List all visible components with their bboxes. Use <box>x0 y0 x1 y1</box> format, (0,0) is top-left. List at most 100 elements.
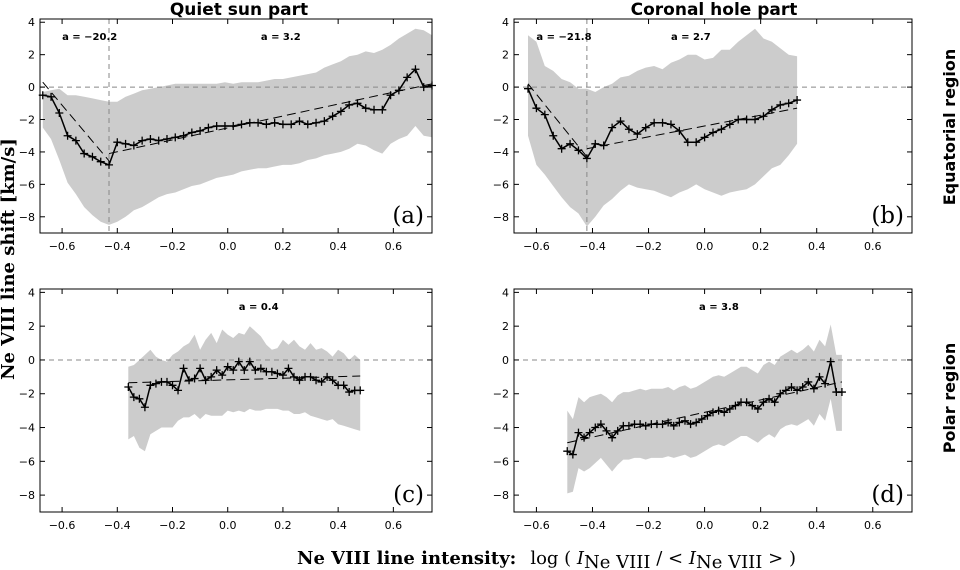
panel-a-x-tick-label: −0.4 <box>104 240 131 253</box>
panel-d-x-tick-label: 0.0 <box>696 519 714 532</box>
panel-b-point <box>700 133 709 142</box>
panel-a-point <box>179 131 188 140</box>
panel-c-point <box>267 367 276 376</box>
panel-d-point <box>608 433 617 442</box>
panel-a-point <box>229 122 238 130</box>
panel-c-point <box>129 393 138 402</box>
panel-b-point <box>524 84 533 93</box>
x-axis-label: Ne VIII line intensity: log ( INe VIII / … <box>297 548 796 570</box>
panel-d-envelope <box>567 324 842 494</box>
panel-d-point <box>658 420 667 429</box>
panel-c-point <box>251 366 260 375</box>
panel-b-point <box>725 120 734 129</box>
panel-b-point <box>683 138 692 147</box>
panel-a-slope-label: a = 3.2 <box>261 32 301 43</box>
panel-d-point <box>591 423 600 432</box>
panel-b-slope-label: a = 2.7 <box>671 32 711 43</box>
panel-c-point <box>135 394 144 403</box>
panel-d-y-tick-label: −4 <box>493 422 509 435</box>
panel-c-y-tick-label: −4 <box>19 422 35 435</box>
panel-b-point <box>717 125 726 134</box>
panel-a-point <box>370 105 379 114</box>
panel-a-frame <box>39 18 433 234</box>
panel-c-point <box>146 381 155 390</box>
panel-a-point <box>419 83 428 92</box>
panel-b-point <box>557 144 566 153</box>
panel-c-y-tick-label: 4 <box>28 286 35 299</box>
panel-d-label: (d) <box>871 482 904 508</box>
column-title-coronal-hole: Coronal hole part <box>631 0 798 20</box>
panel-b-point <box>692 138 701 147</box>
panel-c-point <box>306 372 315 381</box>
panel-d-point <box>742 398 751 407</box>
panel-b-y-tick-label: 0 <box>502 81 509 94</box>
panel-b-x-tick-label: 0.0 <box>696 240 714 253</box>
row-title-polar: Polar region <box>940 343 959 454</box>
panel-c-slope-label: a = 0.4 <box>239 302 279 313</box>
panel-a-point <box>71 136 80 145</box>
panel-c-label: (c) <box>393 482 424 508</box>
panel-a-point <box>254 118 263 127</box>
panels-group: −0.6 −0.4 −0.2 0.0 0.2 0.4 0.6 −8 −6 −4 −2 0 2 4 a = −… <box>19 16 913 532</box>
panel-b-x-tick-label: −0.6 <box>523 240 550 253</box>
panel-c-point <box>328 376 337 385</box>
panel-a-x-tick-label: 0.4 <box>329 240 347 253</box>
panel-a-point <box>80 149 89 158</box>
panel-a-x-tick-label: 0.0 <box>219 240 237 253</box>
panel-a-point <box>237 120 246 129</box>
panel-b-point <box>751 115 760 124</box>
panel-c-y-tick-label: −8 <box>19 489 35 502</box>
panel-d-point <box>826 357 835 366</box>
panel-a-point <box>88 152 97 161</box>
panel-c-point <box>345 388 354 397</box>
panel-d-point <box>669 421 678 430</box>
panel-a-label: (a) <box>392 203 424 229</box>
panel-d-x-tick-label: 0.4 <box>808 519 826 532</box>
panel-d-fit-line-0 <box>567 381 843 444</box>
panel-c-point <box>190 374 199 383</box>
panel-b-y-tick-label: −8 <box>493 211 509 224</box>
panel-c-x-tick-label: 0.4 <box>329 519 347 532</box>
panel-d-point <box>574 428 583 437</box>
panel-a-point <box>220 122 229 130</box>
panel-c-point <box>162 377 171 386</box>
panel-b-point <box>591 139 600 148</box>
panel-c-x-tick-label: −0.6 <box>49 519 76 532</box>
x-axis-label-sub2: Ne VIII <box>696 552 762 570</box>
panel-b-frame <box>513 18 913 234</box>
panel-c-point <box>151 379 160 388</box>
panel-c-point <box>212 366 221 375</box>
x-axis-label-i2: I <box>688 548 697 569</box>
panel-d-x-tick-label: −0.4 <box>579 519 606 532</box>
panel-c-point <box>245 357 254 366</box>
x-axis-label-sub1: Ne VIII <box>584 552 650 570</box>
panel-a-slope-label: a = −20.2 <box>62 32 117 43</box>
panel-b-x-tick-label: −0.4 <box>579 240 606 253</box>
x-axis-label-mid: / < <box>651 548 689 569</box>
panel-d-x-tick-label: −0.2 <box>635 519 662 532</box>
panel-b-point <box>767 105 776 114</box>
panel-d-point <box>686 420 695 429</box>
panel-b-point <box>666 120 675 129</box>
panel-d-point <box>680 416 689 425</box>
panel-d-point <box>776 389 785 398</box>
panel-c-point <box>289 372 298 381</box>
panel-b-slope-label: a = −21.8 <box>536 32 591 43</box>
panel-a: −0.6 −0.4 −0.2 0.0 0.2 0.4 0.6 −8 −6 −4 −2 0 2 4 a = −… <box>19 16 436 253</box>
panel-a-envelope <box>42 28 433 225</box>
panel-b-point <box>624 125 633 134</box>
panel-d-point <box>568 450 577 459</box>
panel-d-point <box>804 377 813 386</box>
panel-d-point <box>709 408 717 417</box>
panel-d-point <box>664 418 673 427</box>
panel-a-point <box>287 120 296 129</box>
panel-d-point <box>580 433 589 442</box>
panel-a-fit-line-0 <box>42 81 110 162</box>
panel-d-point <box>714 406 723 415</box>
panel-c-point <box>284 364 293 373</box>
panel-d-point <box>585 428 594 437</box>
panel-c-point <box>207 372 216 381</box>
panel-a-point <box>345 100 354 109</box>
panel-d-point <box>613 426 622 435</box>
